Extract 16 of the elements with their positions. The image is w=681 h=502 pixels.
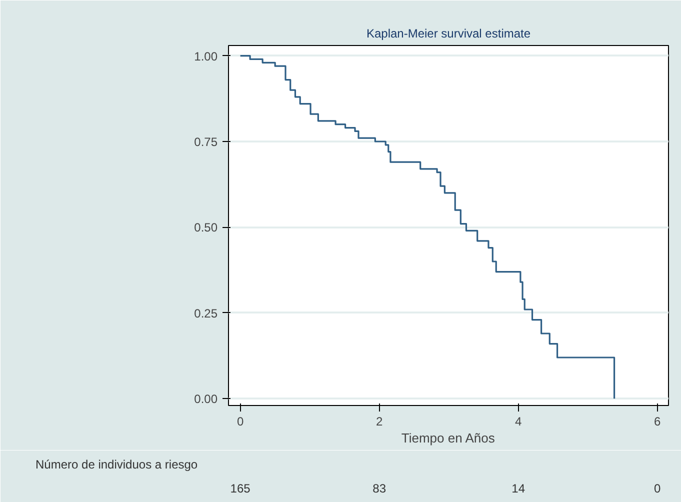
x-tick-label: 0 [236,414,244,428]
x-tick-label: 6 [654,414,662,428]
chart-title: Kaplan-Meier survival estimate [366,26,531,40]
text: 83 [372,481,386,496]
x-tick-label: 4 [515,414,522,428]
y-tick-label: 1.00 [194,49,218,64]
text: Número de individuos a riesgo [36,458,198,472]
y-tick-label: 0.50 [194,220,218,235]
text: 0 [654,481,662,496]
x-axis-title: Tiempo en Años [401,430,496,446]
y-tick-label: 0.00 [194,392,218,406]
text: 14 [512,481,526,496]
y-tick-label: 0.25 [194,306,218,320]
text: 165 [230,481,251,496]
y-tick-label: 0.75 [194,135,218,149]
x-tick-label: 2 [376,414,383,428]
